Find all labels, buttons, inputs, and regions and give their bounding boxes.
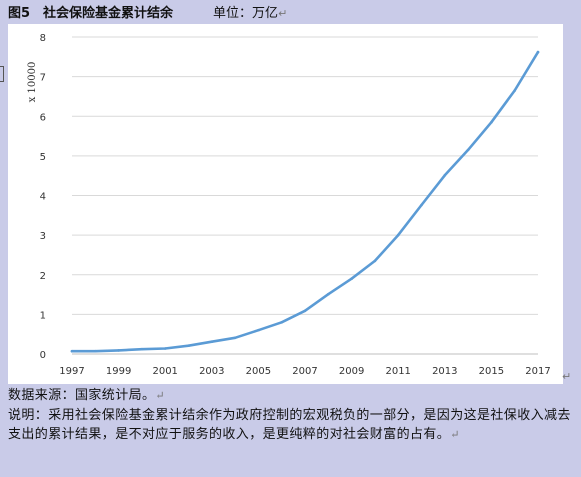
y-tick-label: 1 <box>40 310 46 321</box>
margin-bracket-mark <box>0 66 4 82</box>
data-point <box>327 293 330 296</box>
y-tick-label: 7 <box>40 73 46 84</box>
data-point <box>94 350 97 353</box>
y-tick-label: 6 <box>40 112 46 123</box>
x-tick-label: 2011 <box>385 366 410 377</box>
paragraph-mark-icon: ↵ <box>278 7 287 20</box>
data-point <box>490 121 493 124</box>
x-tick-label: 2017 <box>525 366 550 377</box>
x-tick-label: 2005 <box>246 366 271 377</box>
y-tick-label: 8 <box>40 33 46 44</box>
y-tick-label: 4 <box>40 192 46 203</box>
paragraph-mark-icon: ↵ <box>155 389 165 402</box>
data-point <box>397 234 400 237</box>
x-tick-label: 2013 <box>432 366 457 377</box>
data-point <box>350 277 353 280</box>
x-tick-label: 2009 <box>339 366 364 377</box>
data-point <box>374 260 377 263</box>
y-tick-label: 0 <box>40 350 46 361</box>
data-point <box>537 51 540 54</box>
y-tick-label: 2 <box>40 271 46 282</box>
data-point <box>164 347 167 350</box>
footer-notes: 数据来源：国家统计局。↵ 说明：采用社会保险基金累计结余作为政府控制的宏观税负的… <box>8 386 576 445</box>
source-note: 数据来源：国家统计局。↵ <box>8 386 576 406</box>
data-point <box>420 204 423 207</box>
x-tick-label: 2001 <box>152 366 177 377</box>
data-point <box>444 174 447 177</box>
data-point <box>304 310 307 313</box>
data-point <box>71 350 74 353</box>
x-tick-label: 2007 <box>292 366 317 377</box>
explanation-note: 说明：采用社会保险基金累计结余作为政府控制的宏观税负的一部分，是因为这是社保收入… <box>8 406 576 445</box>
data-point <box>280 321 283 324</box>
y-tick-label: 3 <box>40 231 46 242</box>
data-point <box>211 340 214 343</box>
y-axis-label: x 10000 <box>27 62 38 103</box>
y-tick-label: 5 <box>40 152 46 163</box>
line-chart: 0 1 2 3 4 5 6 7 8 1997 1999 2001 2003 2005 2007 2009 201… <box>8 24 563 384</box>
data-point <box>467 149 470 152</box>
unit-label: 单位：万亿 <box>213 6 278 21</box>
data-point <box>257 329 260 332</box>
x-tick-label: 1999 <box>106 366 131 377</box>
x-tick-label: 1997 <box>59 366 84 377</box>
x-tick-label: 2015 <box>479 366 504 377</box>
x-tick-label: 2003 <box>199 366 224 377</box>
series-line <box>72 52 538 351</box>
data-point <box>513 89 516 92</box>
explanation-text: 说明：采用社会保险基金累计结余作为政府控制的宏观税负的一部分，是因为这是社保收入… <box>8 408 571 443</box>
chart-area: 0 1 2 3 4 5 6 7 8 1997 1999 2001 2003 2005 2007 2009 201… <box>8 24 563 384</box>
figure-title-bar: 图5 社会保险基金累计结余 单位：万亿↵ <box>8 5 287 23</box>
data-point <box>117 349 120 352</box>
paragraph-mark-icon: ↵ <box>562 370 571 383</box>
data-point <box>234 337 237 340</box>
data-point <box>141 348 144 351</box>
source-text: 数据来源：国家统计局。 <box>8 388 155 403</box>
data-point <box>187 344 190 347</box>
paragraph-mark-icon: ↵ <box>450 428 460 441</box>
figure-title: 图5 社会保险基金累计结余 <box>8 6 173 21</box>
